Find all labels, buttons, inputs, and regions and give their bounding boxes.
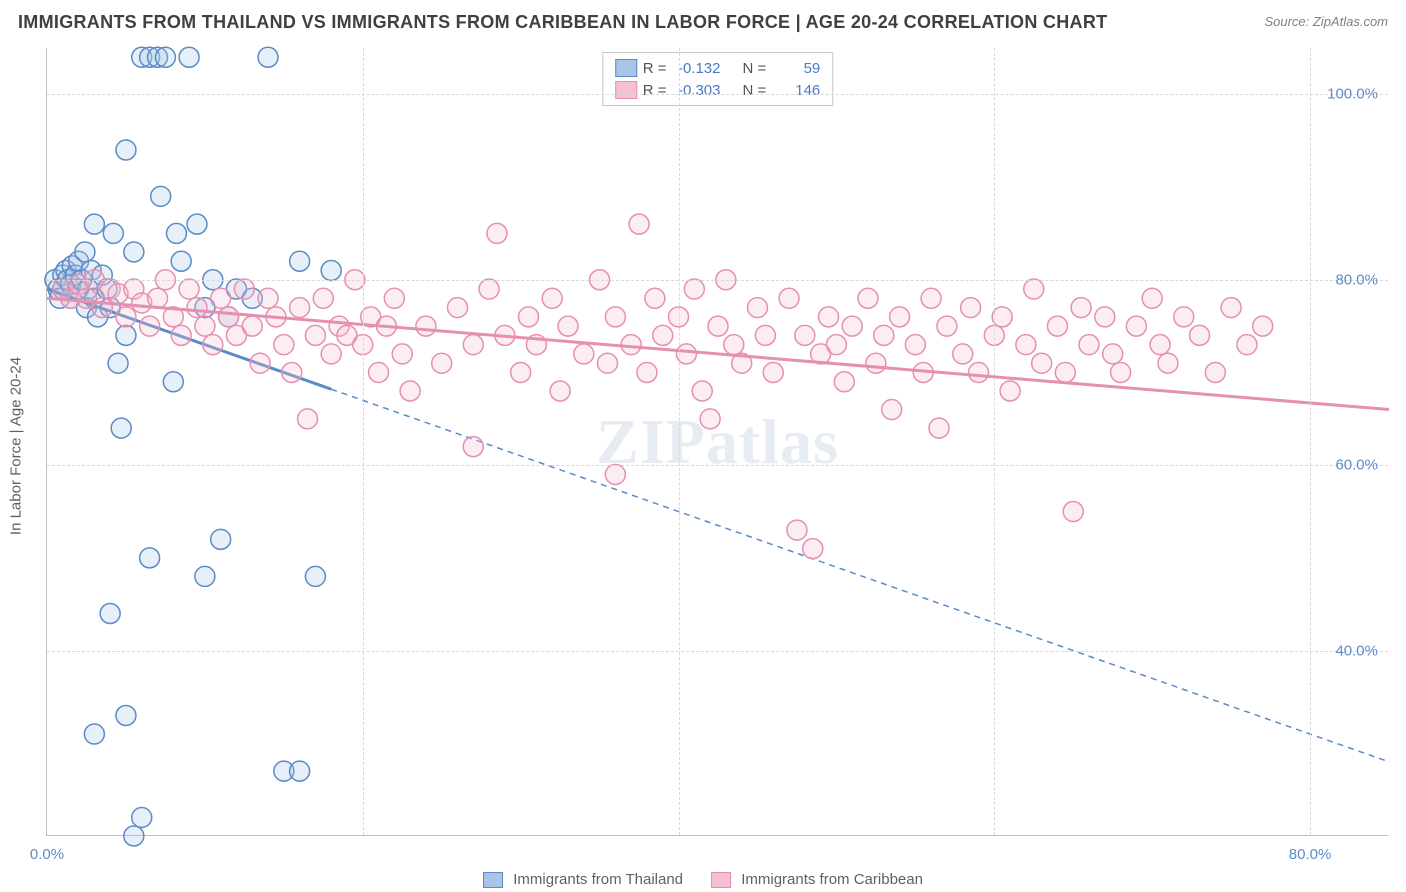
y-tick-label: 40.0%: [1335, 642, 1378, 659]
legend-label-thailand: Immigrants from Thailand: [513, 871, 683, 888]
legend-swatch-icon: [711, 872, 731, 888]
y-axis-title: In Labor Force | Age 20-24: [8, 357, 25, 535]
scatter-svg: [47, 48, 1388, 835]
chart-title: IMMIGRANTS FROM THAILAND VS IMMIGRANTS F…: [18, 12, 1107, 33]
plot-area: ZIPatlas R = -0.132 N = 59 R = -0.303 N …: [46, 48, 1388, 836]
legend-label-caribbean: Immigrants from Caribbean: [741, 871, 923, 888]
y-tick-label: 60.0%: [1335, 457, 1378, 474]
legend-item-thailand: Immigrants from Thailand: [483, 871, 683, 888]
source-label: Source: ZipAtlas.com: [1264, 14, 1388, 29]
legend-swatch-icon: [483, 872, 503, 888]
y-tick-label: 100.0%: [1327, 86, 1378, 103]
y-tick-label: 80.0%: [1335, 271, 1378, 288]
legend-item-caribbean: Immigrants from Caribbean: [711, 871, 923, 888]
x-tick-label: 80.0%: [1289, 846, 1332, 863]
x-tick-label: 0.0%: [30, 846, 64, 863]
series-legend: Immigrants from Thailand Immigrants from…: [483, 871, 923, 888]
